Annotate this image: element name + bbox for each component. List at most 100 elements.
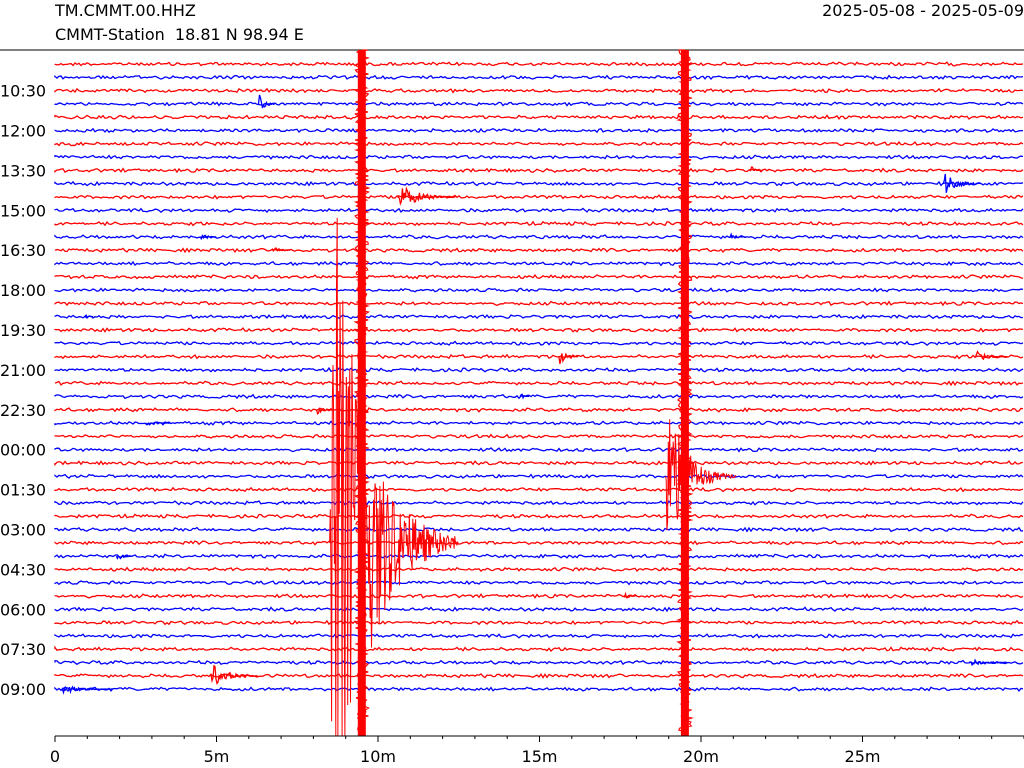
- event-16: [209, 664, 258, 685]
- saturated-signal-jitter-0: [353, 49, 371, 737]
- x-tick-label-0: 0: [50, 747, 60, 766]
- y-tick-label-12: 04:30: [0, 560, 46, 579]
- trace-10: [54, 194, 1024, 200]
- saturated-signal-jitter-1: [675, 49, 694, 737]
- earthquake-0: [329, 217, 459, 737]
- trace-2: [54, 87, 1024, 94]
- trace-12: [54, 220, 1024, 227]
- trace-36: [54, 540, 1024, 546]
- trace-19: [54, 313, 1024, 320]
- event-10: [519, 393, 530, 400]
- y-tick-label-1: 12:00: [0, 122, 46, 141]
- y-axis: 10:30 12:00 13:30 15:00 16:30 18:00 19:30 21:00…: [0, 82, 46, 699]
- trace-1: [54, 74, 1024, 80]
- event-group: [61, 94, 1008, 737]
- y-tick-label-7: 21:00: [0, 361, 46, 380]
- event-13: [115, 554, 133, 560]
- station-code: TM.CMMT.00.HHZ: [55, 1, 196, 20]
- trace-13: [54, 234, 1024, 240]
- trace-17: [54, 287, 1024, 293]
- y-tick-label-2: 13:30: [0, 161, 46, 180]
- event-3: [397, 186, 456, 206]
- event-6: [270, 247, 291, 252]
- trace-5: [54, 127, 1024, 134]
- trace-29: [54, 446, 1024, 453]
- trace-6: [54, 141, 1024, 147]
- x-tick-label-1: 5m: [204, 747, 230, 766]
- trace-32: [54, 486, 1024, 493]
- trace-34: [54, 513, 1024, 519]
- trace-33: [54, 500, 1024, 506]
- trace-21: [54, 340, 1024, 347]
- event-17: [61, 685, 113, 695]
- trace-9: [54, 180, 1024, 187]
- trace-28: [54, 433, 1024, 440]
- trace-47: [54, 686, 1024, 692]
- trace-37: [54, 553, 1024, 559]
- trace-0: [54, 61, 1024, 67]
- date-range: 2025-05-08 - 2025-05-09: [822, 1, 1024, 20]
- trace-23: [54, 366, 1024, 373]
- trace-3: [54, 101, 1024, 107]
- trace-24: [54, 380, 1024, 387]
- event-4: [199, 234, 217, 241]
- trace-26: [54, 407, 1024, 413]
- trace-7: [54, 154, 1024, 160]
- event-11: [315, 407, 333, 416]
- station-description: CMMT-Station 18.81 N 98.94 E: [55, 25, 304, 44]
- event-15: [968, 658, 1008, 667]
- trace-25: [54, 393, 1024, 400]
- trace-38: [54, 566, 1024, 572]
- trace-43: [54, 633, 1024, 639]
- y-tick-label-4: 16:30: [0, 241, 46, 260]
- trace-42: [54, 619, 1024, 626]
- event-1: [749, 166, 762, 172]
- y-tick-label-11: 03:00: [0, 521, 46, 540]
- trace-40: [54, 592, 1024, 599]
- x-tick-label-4: 20m: [683, 747, 719, 766]
- y-tick-label-15: 09:00: [0, 680, 46, 699]
- trace-18: [54, 300, 1024, 307]
- trace-14: [54, 247, 1024, 254]
- trace-31: [54, 473, 1024, 479]
- trace-20: [54, 327, 1024, 333]
- y-tick-label-9: 00:00: [0, 441, 46, 460]
- x-tick-label-3: 15m: [522, 747, 558, 766]
- y-tick-label-10: 01:30: [0, 481, 46, 500]
- trace-30: [54, 460, 1024, 467]
- trace-45: [54, 659, 1024, 666]
- trace-46: [54, 673, 1024, 679]
- event-7: [83, 314, 94, 320]
- saturated-signal-group: [353, 49, 694, 737]
- event-14: [623, 591, 636, 599]
- trace-8: [54, 167, 1024, 174]
- saturated-signal-0: [357, 50, 366, 736]
- trace-11: [54, 207, 1024, 214]
- y-tick-label-6: 19:30: [0, 321, 46, 340]
- event-5: [729, 232, 747, 240]
- trace-41: [54, 606, 1024, 613]
- trace-44: [54, 645, 1024, 652]
- x-tick-label-2: 10m: [360, 747, 396, 766]
- y-tick-label-3: 15:00: [0, 201, 46, 220]
- event-2: [942, 173, 982, 193]
- trace-35: [54, 526, 1024, 533]
- x-axis: 0 5m 10m 15m 20m 25m: [50, 735, 1024, 766]
- trace-39: [54, 579, 1024, 586]
- trace-16: [54, 274, 1024, 280]
- earthquake-1: [665, 419, 737, 531]
- event-9: [974, 350, 1008, 361]
- event-12: [144, 421, 171, 426]
- trace-4: [54, 114, 1024, 121]
- y-tick-label-8: 22:30: [0, 401, 46, 420]
- y-tick-label-0: 10:30: [0, 82, 46, 101]
- event-0: [257, 94, 275, 109]
- y-tick-label-5: 18:00: [0, 281, 46, 300]
- trace-22: [54, 353, 1024, 360]
- trace-group: [54, 61, 1024, 692]
- event-8: [558, 352, 579, 364]
- x-tick-label-5: 25m: [845, 747, 881, 766]
- y-tick-label-14: 07:30: [0, 640, 46, 659]
- y-tick-label-13: 06:00: [0, 600, 46, 619]
